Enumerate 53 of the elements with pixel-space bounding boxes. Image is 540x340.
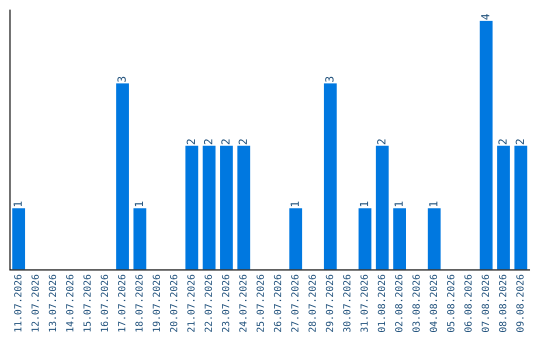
data-label: 2 (238, 139, 247, 144)
bar (392, 206, 408, 270)
bar (288, 206, 304, 270)
x-tick-label: 30.07.2026 (343, 274, 350, 332)
x-tick-label: 11.07.2026 (14, 274, 22, 332)
data-label: 1 (14, 202, 22, 206)
x-tick-label: 13.07.2026 (48, 274, 56, 332)
data-label: 3 (117, 76, 126, 82)
data-label: 1 (394, 202, 403, 206)
x-tick-label: 01.08.2026 (378, 274, 386, 332)
data-label: 3 (325, 76, 334, 82)
x-tick-label: 07.08.2026 (482, 274, 490, 332)
x-tick-label: 24.07.2026 (239, 274, 247, 332)
x-tick-label: 27.07.2026 (291, 274, 299, 332)
x-tick-label: 20.07.2026 (170, 274, 178, 332)
bar (184, 144, 200, 270)
data-label: 4 (481, 14, 490, 20)
x-tick-label: 25.07.2026 (256, 274, 264, 332)
x-tick-label: 21.07.2026 (187, 274, 195, 332)
data-label: 2 (498, 139, 507, 144)
x-tick-label: 06.08.2026 (464, 274, 472, 332)
x-tick-label: 15.07.2026 (83, 274, 91, 332)
data-label: 2 (516, 139, 524, 144)
x-tick-label: 23.07.2026 (222, 274, 230, 332)
x-tick-label: 02.08.2026 (395, 274, 402, 332)
x-tick-label: 29.07.2026 (326, 274, 334, 332)
x-tick-label: 12.07.2026 (31, 274, 39, 332)
bar (426, 206, 442, 270)
x-tick-label: 09.08.2026 (516, 274, 524, 332)
data-label: 1 (429, 202, 438, 206)
x-tick-label: 03.08.2026 (412, 274, 420, 332)
x-tick-label: 26.07.2026 (274, 274, 282, 332)
bar (10, 206, 26, 270)
x-tick-label: 05.08.2026 (447, 274, 454, 332)
data-label: 2 (377, 139, 386, 144)
x-tick-label: 19.07.2026 (152, 274, 160, 332)
data-label: 1 (360, 202, 368, 206)
data-label: 2 (221, 139, 230, 144)
x-tick-label: 22.07.2026 (204, 274, 212, 332)
x-tick-label: 31.07.2026 (360, 274, 368, 332)
x-tick-label: 04.08.2026 (430, 274, 438, 332)
x-tick-label: 28.07.2026 (308, 274, 316, 332)
x-tick-label: 16.07.2026 (100, 274, 108, 332)
data-label: 2 (186, 139, 195, 144)
x-tick-label: 14.07.2026 (66, 274, 74, 332)
x-tick-label: 17.07.2026 (118, 274, 126, 332)
x-tick-label: 18.07.2026 (135, 274, 143, 332)
data-label: 1 (290, 202, 299, 206)
data-label: 2 (204, 139, 212, 144)
x-tick-label: 08.08.2026 (498, 274, 506, 332)
data-label: 1 (134, 202, 143, 206)
bar (236, 144, 252, 270)
bar (322, 82, 338, 270)
